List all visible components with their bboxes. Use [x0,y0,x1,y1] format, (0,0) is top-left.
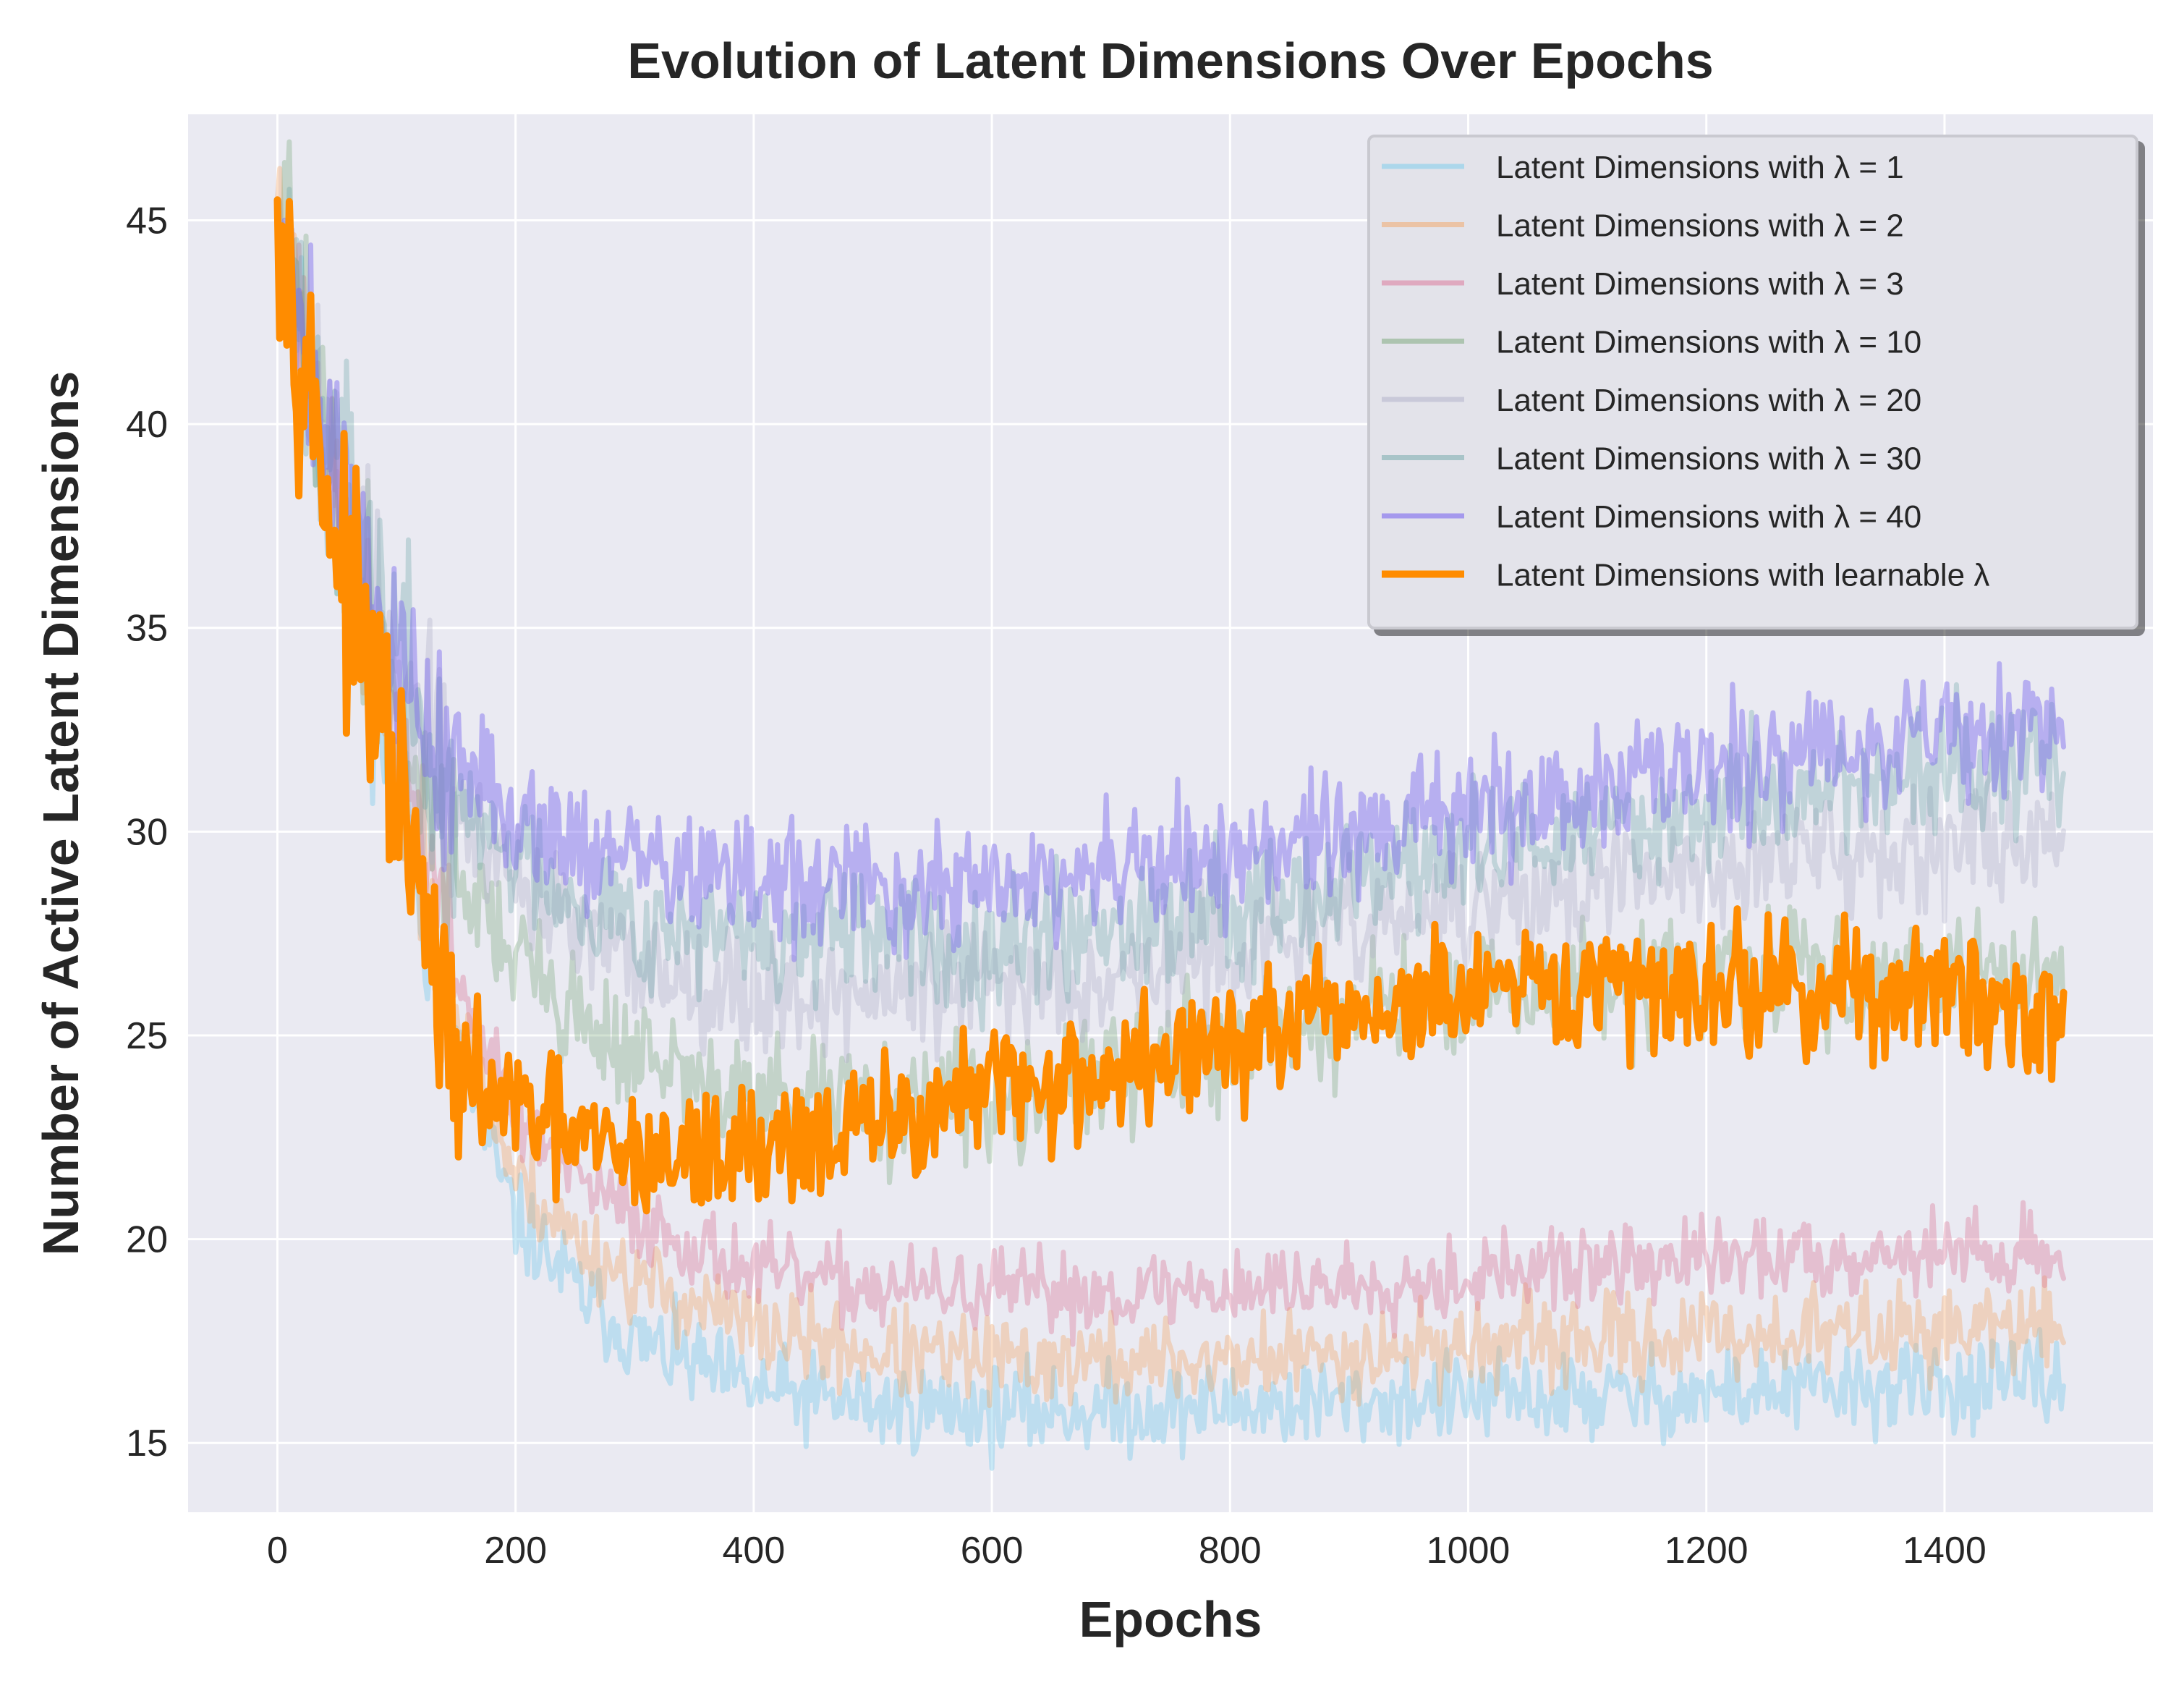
y-tick-label: 15 [126,1423,168,1464]
legend-label-0: Latent Dimensions with λ = 1 [1496,150,1904,185]
chart-title: Evolution of Latent Dimensions Over Epoc… [627,33,1713,89]
series-layer [273,139,2068,1471]
y-tick-label: 20 [126,1219,168,1261]
series-line-4 [275,197,2066,1064]
y-tick-label: 30 [126,811,168,853]
x-tick-label: 0 [267,1530,288,1572]
series-line-7 [273,196,2068,1215]
x-tick-label: 1200 [1665,1530,1749,1572]
series-line-1 [275,166,2066,1409]
legend-label-3: Latent Dimensions with λ = 10 [1496,325,1921,360]
y-axis-label: Number of Active Latent Dimensions [33,371,89,1256]
x-tick-label: 1000 [1427,1530,1510,1572]
y-axis-ticks: 15 20 25 30 35 40 45 [126,200,168,1464]
x-tick-label: 800 [1199,1530,1262,1572]
y-tick-label: 40 [126,404,168,446]
x-tick-label: 1400 [1903,1530,1987,1572]
legend-label-7: Latent Dimensions with learnable λ [1496,558,1989,593]
legend-label-5: Latent Dimensions with λ = 30 [1496,441,1921,477]
legend: Latent Dimensions with λ = 1 Latent Dimen… [1367,135,2138,629]
legend-label-4: Latent Dimensions with λ = 20 [1496,383,1921,418]
series-line-0 [275,197,2066,1471]
legend-label-6: Latent Dimensions with λ = 40 [1496,499,1921,535]
legend-label-2: Latent Dimensions with λ = 3 [1496,266,1904,302]
x-tick-label: 200 [484,1530,547,1572]
legend-label-1: Latent Dimensions with λ = 2 [1496,208,1904,244]
y-tick-label: 35 [126,608,168,650]
x-axis-label: Epochs [1079,1591,1262,1648]
x-tick-label: 600 [961,1530,1024,1572]
x-tick-label: 400 [722,1530,785,1572]
series-line-6 [275,197,2066,962]
series-line-5 [275,187,2066,1033]
y-tick-label: 45 [126,200,168,242]
legend-box [1367,135,2138,629]
x-axis-ticks: 0 200 400 600 800 1000 1200 1400 [267,1530,1987,1572]
y-tick-label: 25 [126,1015,168,1057]
